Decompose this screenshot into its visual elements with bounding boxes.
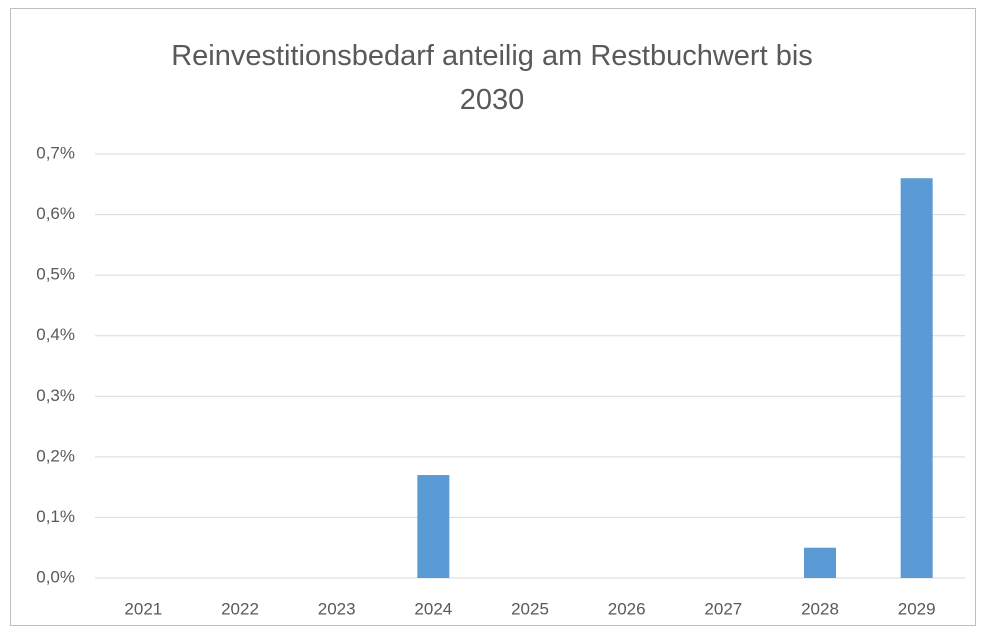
x-tick-label: 2028 — [801, 599, 839, 618]
x-tick-label: 2023 — [318, 599, 356, 618]
x-tick-label: 2024 — [414, 599, 452, 618]
y-tick-label: 0,4% — [36, 325, 75, 344]
y-tick-label: 0,0% — [36, 567, 75, 586]
x-tick-label: 2029 — [898, 599, 936, 618]
y-tick-label: 0,5% — [36, 265, 75, 284]
y-tick-label: 0,2% — [36, 446, 75, 465]
y-tick-label: 0,6% — [36, 204, 75, 223]
bar — [900, 178, 933, 578]
chart-frame — [10, 8, 976, 626]
y-tick-label: 0,1% — [36, 507, 75, 526]
x-tick-label: 2026 — [608, 599, 646, 618]
bar — [417, 475, 450, 578]
x-tick-label: 2022 — [221, 599, 259, 618]
bar — [804, 547, 836, 578]
chart-title: Reinvestitionsbedarf anteilig am Restbuc… — [171, 40, 813, 116]
x-tick-label: 2027 — [704, 599, 742, 618]
y-tick-label: 0,3% — [36, 386, 75, 405]
y-tick-label: 0,7% — [36, 143, 75, 162]
x-tick-label: 2025 — [511, 599, 549, 618]
x-tick-label: 2021 — [124, 599, 162, 618]
